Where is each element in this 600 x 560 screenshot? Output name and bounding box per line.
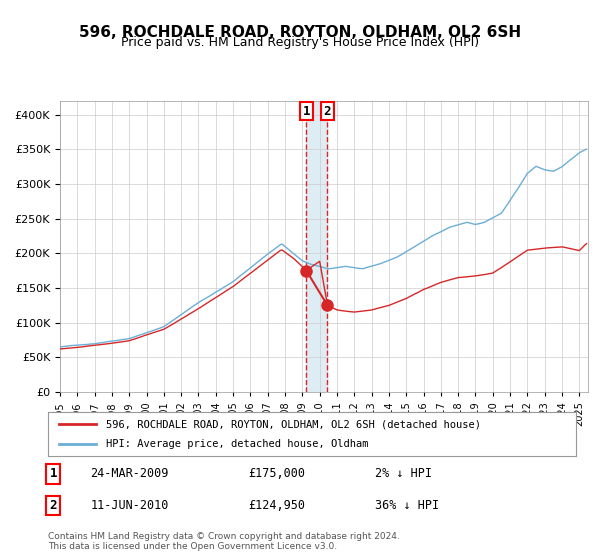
- Text: 2% ↓ HPI: 2% ↓ HPI: [376, 468, 433, 480]
- Bar: [307, 101, 328, 392]
- Text: Price paid vs. HM Land Registry's House Price Index (HPI): Price paid vs. HM Land Registry's House …: [121, 36, 479, 49]
- Text: Contains HM Land Registry data © Crown copyright and database right 2024.
This d: Contains HM Land Registry data © Crown c…: [48, 532, 400, 552]
- Text: 2: 2: [324, 105, 331, 118]
- Text: 1: 1: [302, 105, 310, 118]
- Text: 596, ROCHDALE ROAD, ROYTON, OLDHAM, OL2 6SH (detached house): 596, ROCHDALE ROAD, ROYTON, OLDHAM, OL2 …: [106, 419, 481, 429]
- Text: 11-JUN-2010: 11-JUN-2010: [90, 499, 169, 512]
- Text: £175,000: £175,000: [248, 468, 305, 480]
- Text: 596, ROCHDALE ROAD, ROYTON, OLDHAM, OL2 6SH: 596, ROCHDALE ROAD, ROYTON, OLDHAM, OL2 …: [79, 25, 521, 40]
- Text: 2: 2: [50, 499, 57, 512]
- Text: 1: 1: [50, 468, 57, 480]
- Text: 36% ↓ HPI: 36% ↓ HPI: [376, 499, 439, 512]
- Text: £124,950: £124,950: [248, 499, 305, 512]
- Text: 24-MAR-2009: 24-MAR-2009: [90, 468, 169, 480]
- Text: HPI: Average price, detached house, Oldham: HPI: Average price, detached house, Oldh…: [106, 439, 368, 449]
